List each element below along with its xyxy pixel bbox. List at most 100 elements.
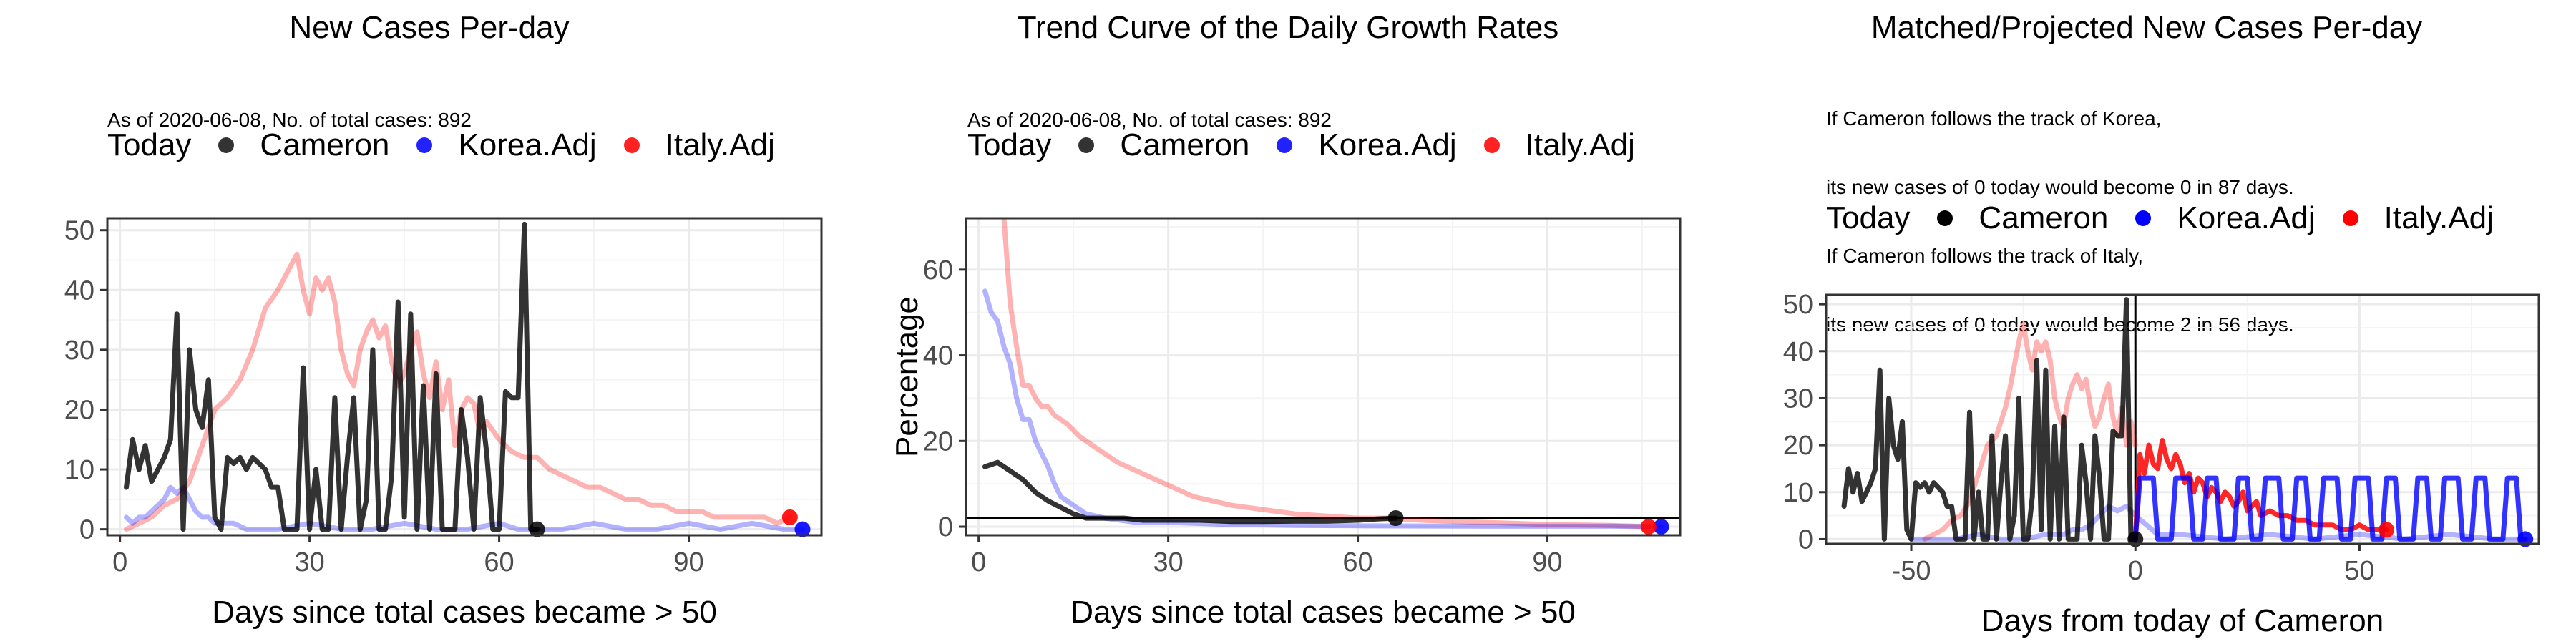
legend-item-korea: Korea.Adj <box>1277 127 1457 163</box>
legend-title: Today <box>967 127 1052 162</box>
y-axis-title: Percentage <box>889 296 924 457</box>
growth-rate-panel: Trend Curve of the Daily Growth Rates As… <box>859 0 1717 644</box>
x-axis-title: Days since total cases became > 50 <box>1070 595 1576 630</box>
y-tick-label: 30 <box>64 336 94 366</box>
legend-dot <box>1078 137 1095 153</box>
y-tick-label: 50 <box>64 216 94 246</box>
legend-item-italy: Italy.Adj <box>2342 200 2494 236</box>
legend-dot <box>416 137 433 153</box>
x-tick-label: 0 <box>2128 556 2143 586</box>
plot-border <box>106 217 823 537</box>
legend-item-cameron: Cameron <box>1078 127 1249 163</box>
legend-title: Today <box>1826 200 1911 235</box>
chart-legend: Today Cameron Korea.Adj Italy.Adj <box>107 127 802 163</box>
legend-label: Cameron <box>1979 200 2109 235</box>
x-tick-label: 60 <box>1342 547 1372 577</box>
y-tick-label: 20 <box>923 426 953 457</box>
x-axis-title: Days from today of Cameron <box>1981 603 2384 638</box>
gridlines <box>107 218 821 535</box>
y-tick-label: 0 <box>79 515 94 545</box>
series-line-korea-adj <box>124 484 805 532</box>
gridlines <box>966 218 1680 535</box>
gridlines <box>1826 295 2539 544</box>
series-line-korea-adj <box>982 288 1664 530</box>
subtitle-line: As of 2020-06-08, No. of total cases: 89… <box>107 109 472 131</box>
y-tick-label: 40 <box>1783 337 1813 367</box>
y-tick-label: 40 <box>64 275 94 306</box>
legend-label: Cameron <box>260 127 390 162</box>
plot-area: 0 30 60 90 0 20 40 60 Days since total cases bec… <box>889 217 1682 630</box>
chart-title: New Cases Per-day <box>289 10 570 45</box>
series-line-cameron <box>124 221 540 532</box>
legend-dot <box>1937 210 1953 226</box>
subtitle-line: As of 2020-06-08, No. of total cases: 89… <box>967 109 1332 131</box>
y-tick-label: 50 <box>1783 290 1813 320</box>
y-tick-label: 10 <box>64 455 94 485</box>
x-tick-label: 0 <box>112 547 127 577</box>
x-tick-label: -50 <box>1892 556 1931 586</box>
series-line-italy-adj <box>124 251 793 532</box>
x-tick-label: 60 <box>484 547 514 577</box>
legend-item-cameron: Cameron <box>1937 200 2108 236</box>
series-line-italy-adj-projected <box>2132 438 2389 542</box>
subtitle-line: its new cases of 0 today would become 2 … <box>1826 313 2294 336</box>
x-tick-label: 0 <box>971 547 986 577</box>
series-line-italy-adj <box>1922 320 2138 542</box>
today-point-korea-adj <box>1653 519 1669 535</box>
legend-item-cameron: Cameron <box>218 127 389 163</box>
chart-title: Trend Curve of the Daily Growth Rates <box>1017 10 1559 45</box>
y-tick-label: 20 <box>64 395 94 425</box>
today-point-italy-adj <box>781 509 798 525</box>
today-point-cameron <box>1387 510 1404 527</box>
x-tick-label: 90 <box>1532 547 1562 577</box>
today-point-cameron <box>529 521 545 537</box>
new-cases-panel: New Cases Per-day As of 2020-06-08, No. … <box>0 0 859 644</box>
legend-label: Cameron <box>1120 127 1250 162</box>
x-tick-label: 30 <box>1153 547 1183 577</box>
subtitle-line: its new cases of 0 today would become 0 … <box>1826 176 2294 198</box>
legend-dot <box>1483 137 1500 153</box>
legend-item-italy: Italy.Adj <box>623 127 775 163</box>
series-line-cameron <box>982 459 1399 525</box>
y-tick-label: 10 <box>1783 478 1813 508</box>
y-tick-label: 60 <box>923 255 953 286</box>
today-point-italy-adj <box>2379 522 2395 538</box>
series-line-cameron <box>1841 297 2138 542</box>
x-axis-title: Days since total cases became > 50 <box>212 595 717 630</box>
y-tick-label: 30 <box>1783 384 1813 414</box>
y-tick-label: 0 <box>938 512 953 542</box>
y-tick-label: 20 <box>1783 431 1813 461</box>
today-point-italy-adj <box>1640 519 1657 535</box>
legend-label: Italy.Adj <box>1525 127 1635 162</box>
legend-dot <box>1277 137 1293 153</box>
chart-subtitle: If Cameron follows the track of Korea, i… <box>1826 62 2294 382</box>
legend-item-korea: Korea.Adj <box>2135 200 2316 236</box>
legend-label: Korea.Adj <box>2177 200 2316 235</box>
y-tick-label: 40 <box>923 341 953 371</box>
x-tick-label: 90 <box>673 547 703 577</box>
plot-border <box>1825 293 2540 545</box>
legend-dot <box>623 137 640 153</box>
legend-label: Korea.Adj <box>1318 127 1457 162</box>
legend-dot <box>218 137 235 153</box>
legend-dot <box>2135 210 2152 226</box>
chart-subtitle: As of 2020-06-08, No. of total cases: 89… <box>107 63 472 177</box>
subtitle-line: If Cameron follows the track of Korea, <box>1826 107 2162 130</box>
y-tick-label: 0 <box>1798 525 1813 555</box>
legend-title: Today <box>107 127 192 162</box>
x-tick-label: 30 <box>294 547 324 577</box>
subtitle-line: If Cameron follows the track of Italy, <box>1826 245 2143 267</box>
chart-legend: Today Cameron Korea.Adj Italy.Adj <box>1826 200 2521 236</box>
plot-area: -50 0 50 0 10 20 30 40 50 Days from today of Came… <box>1783 290 2540 638</box>
legend-label: Italy.Adj <box>2384 200 2494 235</box>
legend-label: Italy.Adj <box>665 127 775 162</box>
x-tick-label: 50 <box>2344 556 2374 586</box>
plot-border <box>965 217 1682 537</box>
legend-label: Korea.Adj <box>458 127 597 162</box>
legend-item-italy: Italy.Adj <box>1483 127 1635 163</box>
chart-title: Matched/Projected New Cases Per-day <box>1870 10 2423 45</box>
legend-item-korea: Korea.Adj <box>416 127 597 163</box>
series-line-korea-adj-projected <box>2132 475 2528 542</box>
plot-area: 0 30 60 90 0 10 20 30 40 50 Days since total cases… <box>64 216 823 630</box>
projected-cases-panel: Matched/Projected New Cases Per-day If C… <box>1717 0 2576 644</box>
